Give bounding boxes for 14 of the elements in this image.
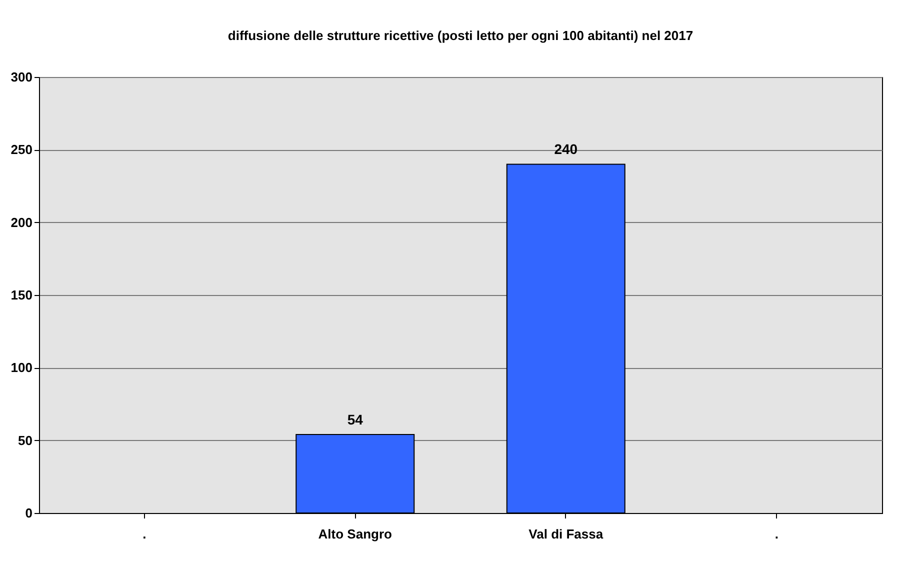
y-tick-label: 200 bbox=[10, 214, 32, 230]
x-tick-label: Val di Fassa bbox=[528, 526, 604, 542]
x-tick-label: . bbox=[774, 526, 778, 542]
y-tick-label: 300 bbox=[10, 70, 32, 84]
y-tick-label: 50 bbox=[18, 432, 32, 448]
y-tick-label: 150 bbox=[10, 288, 32, 302]
x-tick-label: . bbox=[142, 526, 146, 542]
y-tick-label: 250 bbox=[10, 142, 32, 158]
x-tick-label: Alto Sangro bbox=[318, 526, 392, 542]
y-tick-label: 100 bbox=[10, 360, 32, 376]
chart-title: diffusione delle strutture ricettive (posti letto per ogni 100 abitanti) nel 2017 bbox=[228, 28, 694, 43]
y-tick-label: 0 bbox=[25, 506, 32, 520]
data-label: 54 bbox=[347, 412, 364, 428]
data-label: 240 bbox=[554, 141, 578, 158]
